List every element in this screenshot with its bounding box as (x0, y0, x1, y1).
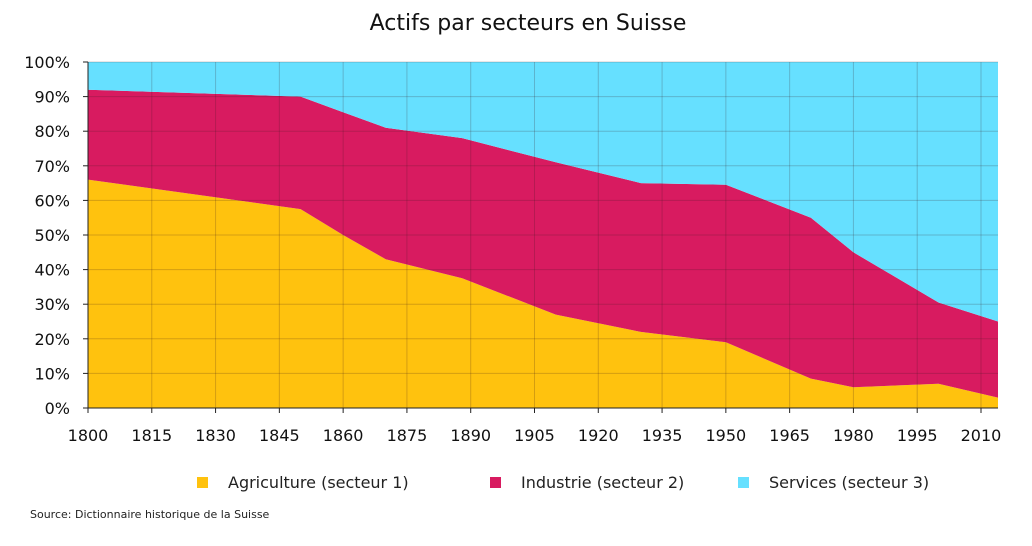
x-tick-label: 1815 (131, 426, 172, 445)
x-tick-label: 1965 (769, 426, 810, 445)
x-tick-label: 1950 (705, 426, 746, 445)
y-tick-label: 100% (24, 53, 70, 72)
y-tick-label: 90% (34, 88, 70, 107)
stacked-areas (88, 62, 998, 408)
legend: Agriculture (secteur 1) Industrie (secteu… (197, 473, 929, 492)
source-note: Source: Dictionnaire historique de la Su… (30, 508, 270, 521)
legend-swatch (197, 477, 208, 488)
area-series-2 (88, 89, 998, 398)
legend-swatch (738, 477, 749, 488)
x-tick-label: 1920 (578, 426, 619, 445)
x-tick-label: 1830 (195, 426, 236, 445)
x-tick-label: 1890 (450, 426, 491, 445)
legend-label: Agriculture (secteur 1) (228, 473, 409, 492)
x-tick-label: 1980 (833, 426, 874, 445)
y-tick-label: 40% (34, 261, 70, 280)
x-tick-label: 2010 (961, 426, 1002, 445)
chart-title: Actifs par secteurs en Suisse (370, 11, 687, 36)
y-tick-label: 50% (34, 226, 70, 245)
y-tick-label: 80% (34, 122, 70, 141)
y-tick-label: 70% (34, 157, 70, 176)
x-tick-label: 1995 (897, 426, 938, 445)
legend-label: Industrie (secteur 2) (521, 473, 684, 492)
x-tick-label: 1860 (323, 426, 364, 445)
x-axis-ticks: 1800 1815 1830 1845 1860 1875 1890 1905 1920 1935… (68, 408, 1002, 445)
x-tick-label: 1905 (514, 426, 555, 445)
x-tick-label: 1935 (642, 426, 683, 445)
y-tick-label: 10% (34, 364, 70, 383)
x-tick-label: 1845 (259, 426, 300, 445)
x-tick-label: 1875 (387, 426, 428, 445)
legend-label: Services (secteur 3) (769, 473, 929, 492)
area-series-3 (88, 62, 998, 322)
legend-swatch (490, 477, 501, 488)
grid-lines (87, 61, 998, 408)
y-tick-label: 20% (34, 330, 70, 349)
y-axis-ticks: 0% 10% 20% 30% 40% 50% 60% 70% 80% 90% 100% (24, 53, 88, 418)
y-tick-label: 30% (34, 295, 70, 314)
x-tick-label: 1800 (68, 426, 109, 445)
area-series-1 (88, 179, 998, 408)
y-tick-label: 60% (34, 191, 70, 210)
y-tick-label: 0% (45, 399, 70, 418)
